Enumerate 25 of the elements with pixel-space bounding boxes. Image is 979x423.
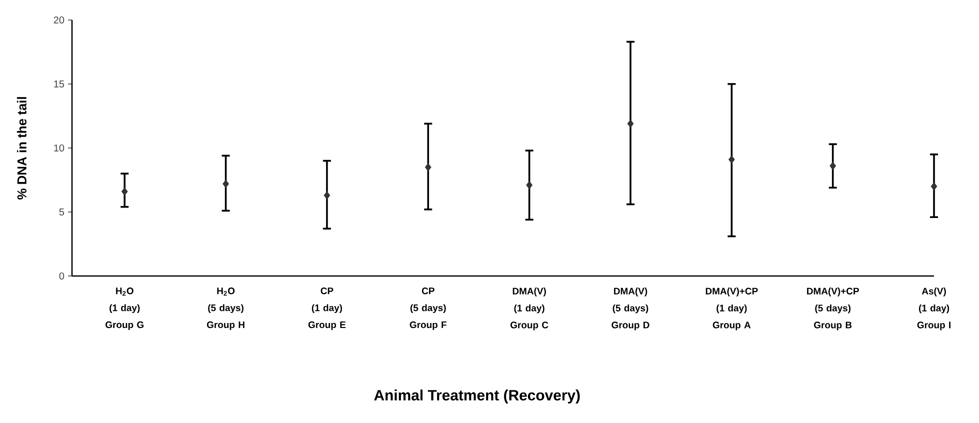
point bbox=[526, 180, 533, 190]
y-tick-label: 15 bbox=[54, 80, 64, 88]
x-axis-title: Animal Treatment (Recovery) bbox=[374, 390, 580, 404]
point bbox=[121, 187, 128, 196]
point bbox=[424, 163, 432, 172]
y-tick-label: 0 bbox=[59, 272, 64, 280]
point bbox=[930, 182, 938, 191]
x-tick-label: DMA(V)+CP (5 days) Group B bbox=[807, 288, 859, 330]
x-tick-label: DMA(V) (5 days) Group D bbox=[612, 288, 650, 330]
y-axis-title: % DNA in the tail bbox=[16, 97, 26, 200]
point bbox=[830, 162, 836, 170]
x-tick-label: DMA(V)+CP (1 day) Group A bbox=[706, 288, 758, 330]
x-tick-label: CP (1 day) Group E bbox=[308, 288, 346, 330]
x-tick-label: DMA(V) (1 day) Group C bbox=[510, 288, 548, 330]
x-tick-label: As(V) (1 day) Group I bbox=[917, 288, 950, 330]
point bbox=[222, 180, 229, 188]
point bbox=[728, 155, 735, 164]
y-tick-label: 5 bbox=[59, 208, 64, 216]
point bbox=[627, 119, 634, 128]
y-tick-label: 20 bbox=[54, 16, 64, 24]
x-tick-label: H$_{2}$O (5 days) Group H bbox=[206, 288, 244, 330]
x-tick-label: CP (5 days) Group F bbox=[410, 288, 446, 330]
point bbox=[324, 191, 330, 200]
x-tick-label: H$_{2}$O (1 day) Group G bbox=[106, 288, 144, 330]
y-tick-label: 10 bbox=[54, 144, 64, 152]
